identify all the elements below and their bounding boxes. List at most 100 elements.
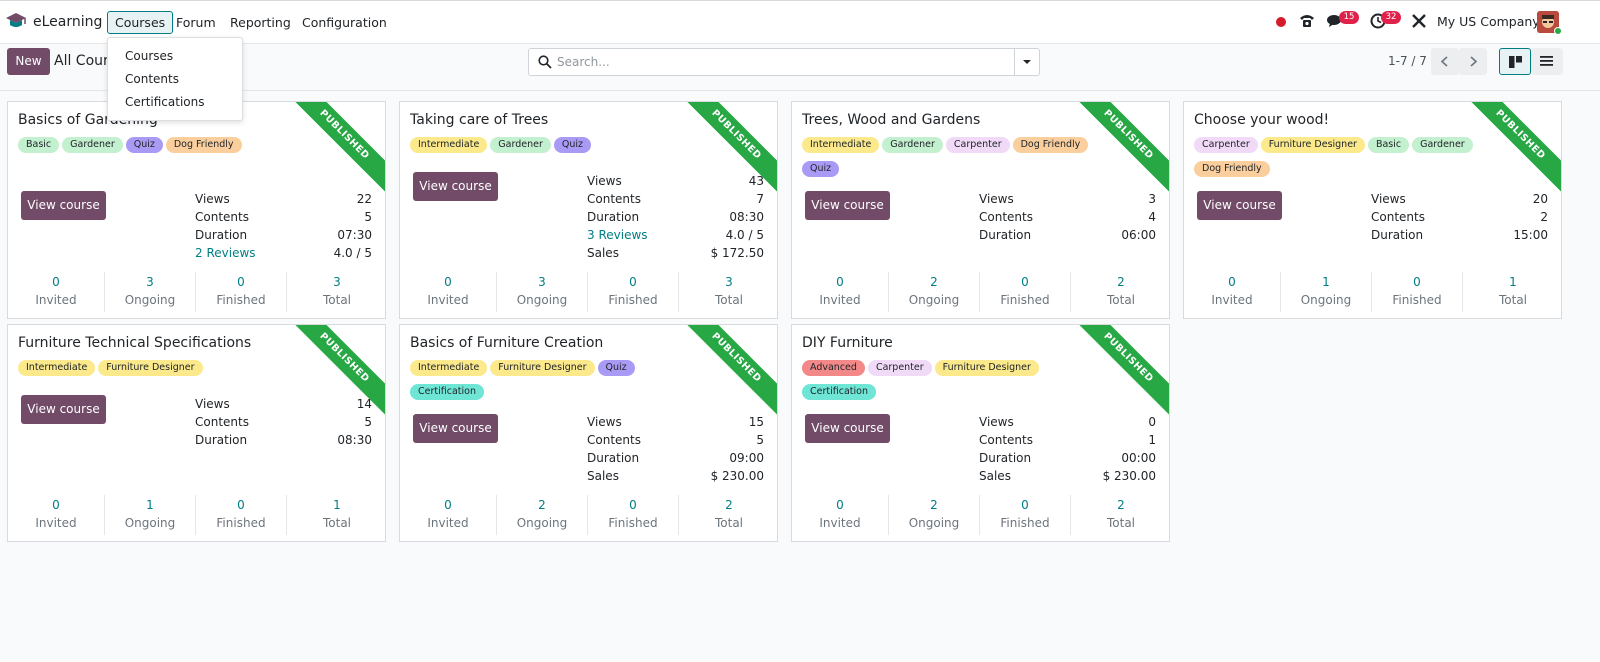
- attendee-count[interactable]: 0: [1021, 498, 1029, 512]
- course-title[interactable]: Basics of Furniture Creation: [410, 335, 604, 351]
- user-avatar[interactable]: [1537, 11, 1559, 33]
- view-course-button[interactable]: View course: [1197, 191, 1282, 220]
- attendee-stat-finished[interactable]: 0 Finished: [1371, 272, 1462, 312]
- course-title[interactable]: Furniture Technical Specifications: [18, 335, 252, 351]
- attendee-stat-finished[interactable]: 0 Finished: [195, 495, 286, 535]
- pager-previous-button[interactable]: [1431, 48, 1459, 75]
- attendee-stat-invited[interactable]: 0 Invited: [400, 495, 496, 535]
- attendee-count[interactable]: 2: [930, 498, 938, 512]
- attendee-stat-ongoing[interactable]: 3 Ongoing: [104, 272, 195, 312]
- attendee-stat-total[interactable]: 2 Total: [1070, 495, 1169, 535]
- course-card[interactable]: Choose your wood! Carpenter Furniture Desi…: [1183, 101, 1562, 319]
- search-options-toggle[interactable]: [1014, 49, 1039, 75]
- course-card[interactable]: Trees, Wood and Gardens Intermediate Garde…: [791, 101, 1170, 319]
- course-title[interactable]: Trees, Wood and Gardens: [802, 112, 981, 128]
- menu-forum[interactable]: Forum: [176, 15, 216, 30]
- course-card[interactable]: Basics of Furniture Creation Intermediate…: [399, 324, 778, 542]
- attendee-stat-total[interactable]: 2 Total: [678, 495, 777, 535]
- attendee-count[interactable]: 0: [836, 498, 844, 512]
- pager-value[interactable]: 1-7 / 7: [1388, 54, 1427, 68]
- attendee-stat-finished[interactable]: 0 Finished: [587, 495, 678, 535]
- attendee-stat-ongoing[interactable]: 2 Ongoing: [496, 495, 587, 535]
- attendee-stat-invited[interactable]: 0 Invited: [1184, 272, 1280, 312]
- dropdown-item-certifications[interactable]: Certifications: [125, 95, 205, 109]
- attendee-stat-total[interactable]: 3 Total: [286, 272, 385, 312]
- attendee-count[interactable]: 2: [1117, 498, 1125, 512]
- list-view-button[interactable]: [1531, 48, 1563, 75]
- attendee-stat-invited[interactable]: 0 Invited: [400, 272, 496, 312]
- attendee-count[interactable]: 0: [836, 275, 844, 289]
- attendee-count[interactable]: 0: [237, 498, 245, 512]
- course-card[interactable]: DIY Furniture Advanced Carpenter Furniture …: [791, 324, 1170, 542]
- attendee-count[interactable]: 1: [1322, 275, 1330, 289]
- dropdown-item-courses[interactable]: Courses: [125, 49, 174, 63]
- course-card[interactable]: Furniture Technical Specifications Interm…: [7, 324, 386, 542]
- course-title[interactable]: DIY Furniture: [802, 335, 893, 351]
- attendee-count[interactable]: 1: [146, 498, 154, 512]
- attendee-stat-finished[interactable]: 0 Finished: [587, 272, 678, 312]
- attendee-count[interactable]: 0: [1413, 275, 1421, 289]
- view-course-button[interactable]: View course: [805, 191, 890, 220]
- attendee-stat-ongoing[interactable]: 2 Ongoing: [888, 272, 979, 312]
- view-course-button[interactable]: View course: [21, 395, 106, 424]
- debug-tools-icon[interactable]: [1411, 13, 1427, 29]
- graduation-cap-icon[interactable]: [5, 11, 27, 31]
- kanban-view-button[interactable]: [1499, 48, 1531, 75]
- attendee-count[interactable]: 3: [538, 275, 546, 289]
- attendee-count[interactable]: 0: [52, 275, 60, 289]
- company-switcher[interactable]: My US Company: [1437, 14, 1540, 29]
- attendee-stat-total[interactable]: 2 Total: [1070, 272, 1169, 312]
- menu-reporting[interactable]: Reporting: [230, 15, 291, 30]
- attendee-count[interactable]: 0: [444, 275, 452, 289]
- attendee-stat-ongoing[interactable]: 3 Ongoing: [496, 272, 587, 312]
- attendee-count[interactable]: 3: [146, 275, 154, 289]
- attendee-stat-invited[interactable]: 0 Invited: [8, 495, 104, 535]
- attendee-count[interactable]: 0: [629, 498, 637, 512]
- attendee-count[interactable]: 3: [333, 275, 341, 289]
- attendee-stat-finished[interactable]: 0 Finished: [979, 272, 1070, 312]
- attendee-count[interactable]: 1: [333, 498, 341, 512]
- phone-icon[interactable]: [1299, 13, 1315, 29]
- attendee-stat-finished[interactable]: 0 Finished: [979, 495, 1070, 535]
- view-course-button[interactable]: View course: [413, 172, 498, 201]
- attendee-stat-ongoing[interactable]: 2 Ongoing: [888, 495, 979, 535]
- attendee-stat-ongoing[interactable]: 1 Ongoing: [1280, 272, 1371, 312]
- attendee-stat-ongoing[interactable]: 1 Ongoing: [104, 495, 195, 535]
- attendee-stat-invited[interactable]: 0 Invited: [792, 495, 888, 535]
- attendee-stat-total[interactable]: 3 Total: [678, 272, 777, 312]
- menu-configuration[interactable]: Configuration: [302, 15, 387, 30]
- attendee-count[interactable]: 2: [1117, 275, 1125, 289]
- recording-indicator-icon[interactable]: [1276, 17, 1286, 27]
- course-card[interactable]: Basics of Gardening Basic Gardener Quiz Dog …: [7, 101, 386, 319]
- course-title[interactable]: Taking care of Trees: [410, 112, 549, 128]
- course-card[interactable]: Taking care of Trees Intermediate Gardener…: [399, 101, 778, 319]
- attendee-stat-total[interactable]: 1 Total: [1462, 272, 1561, 312]
- attendee-stat-invited[interactable]: 0 Invited: [792, 272, 888, 312]
- attendee-stat-total[interactable]: 1 Total: [286, 495, 385, 535]
- dropdown-item-contents[interactable]: Contents: [125, 72, 179, 86]
- attendee-count[interactable]: 0: [1021, 275, 1029, 289]
- search-bar[interactable]: [528, 48, 1040, 76]
- search-input[interactable]: [557, 52, 1007, 72]
- reviews-link[interactable]: 3 Reviews: [587, 228, 648, 242]
- attendee-count[interactable]: 0: [237, 275, 245, 289]
- attendee-count[interactable]: 0: [52, 498, 60, 512]
- reviews-link[interactable]: 2 Reviews: [195, 246, 256, 260]
- attendee-count[interactable]: 0: [629, 275, 637, 289]
- messages-icon[interactable]: [1327, 14, 1343, 28]
- attendee-count[interactable]: 2: [725, 498, 733, 512]
- new-button[interactable]: New: [7, 48, 50, 75]
- view-course-button[interactable]: View course: [21, 191, 106, 220]
- attendee-count[interactable]: 0: [1228, 275, 1236, 289]
- course-title[interactable]: Choose your wood!: [1194, 112, 1330, 128]
- attendee-stat-invited[interactable]: 0 Invited: [8, 272, 104, 312]
- attendee-count[interactable]: 3: [725, 275, 733, 289]
- app-name[interactable]: eLearning: [33, 14, 103, 30]
- attendee-count[interactable]: 1: [1509, 275, 1517, 289]
- attendee-count[interactable]: 0: [444, 498, 452, 512]
- view-course-button[interactable]: View course: [413, 414, 498, 443]
- attendee-count[interactable]: 2: [538, 498, 546, 512]
- menu-courses[interactable]: Courses: [107, 11, 174, 34]
- view-course-button[interactable]: View course: [805, 414, 890, 443]
- attendee-stat-finished[interactable]: 0 Finished: [195, 272, 286, 312]
